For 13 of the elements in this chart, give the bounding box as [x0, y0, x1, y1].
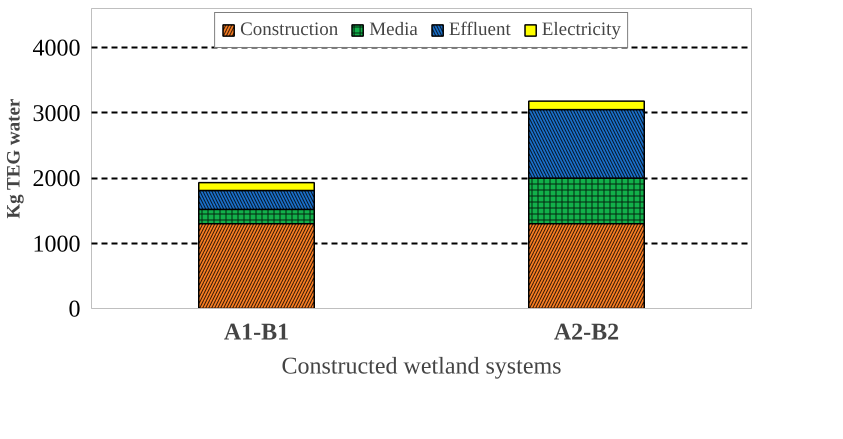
y-axis-title: Kg TEG water [4, 98, 24, 219]
legend-label: Construction [240, 19, 338, 41]
y-tick-label: 0 [68, 296, 80, 322]
y-tick-label: 4000 [32, 36, 80, 62]
y-tick-label: 3000 [32, 100, 80, 127]
x-axis-title: Constructed wetland systems [282, 354, 562, 380]
x-tick-label: A2-B2 [554, 320, 620, 346]
y-tick-label: 2000 [32, 166, 80, 192]
y-tick-label: 1000 [32, 231, 80, 258]
x-tick-label: A1-B1 [224, 320, 290, 346]
legend-label: Electricity [542, 19, 621, 41]
legend-label: Effluent [448, 19, 511, 41]
legend-label: Media [369, 19, 418, 41]
